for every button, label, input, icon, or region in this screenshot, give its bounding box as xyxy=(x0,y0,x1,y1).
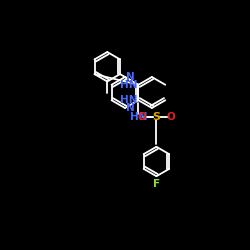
Text: HN: HN xyxy=(120,95,137,105)
Text: N: N xyxy=(126,103,135,113)
Text: O: O xyxy=(166,112,175,122)
Text: HN: HN xyxy=(120,80,137,90)
Text: S: S xyxy=(152,112,160,122)
Text: HN: HN xyxy=(130,112,147,122)
Text: O: O xyxy=(138,112,146,122)
Text: F: F xyxy=(153,179,160,189)
Text: N: N xyxy=(126,72,135,82)
